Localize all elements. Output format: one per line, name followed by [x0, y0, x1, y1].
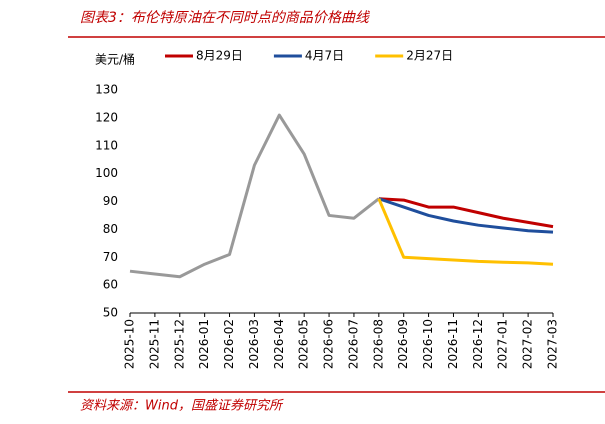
legend-label: 2月27日	[406, 49, 453, 63]
x-tick-label: 2026-10	[421, 319, 435, 369]
y-tick-label: 90	[103, 194, 118, 208]
x-tick-label: 2026-07	[346, 319, 360, 369]
x-tick-label: 2026-12	[471, 319, 485, 369]
x-tick-label: 2027-01	[496, 319, 510, 369]
x-tick-label: 2026-02	[222, 319, 236, 369]
x-tick-label: 2026-08	[371, 319, 385, 369]
series-line	[377, 198, 554, 266]
y-tick-label: 110	[95, 138, 118, 152]
x-tick-label: 2026-01	[197, 319, 211, 369]
series-line	[378, 197, 554, 234]
x-tick-label: 2026-09	[396, 319, 410, 369]
y-axis-unit: 美元/桶	[95, 52, 135, 67]
x-tick-label: 2026-03	[247, 319, 261, 369]
y-tick-label: 100	[95, 166, 118, 180]
x-tick-label: 2025-10	[123, 319, 137, 369]
x-tick-label: 2026-06	[322, 319, 336, 369]
x-tick-label: 2026-11	[446, 319, 460, 369]
x-tick-label: 2026-04	[272, 319, 286, 369]
source-note: 资料来源：Wind，国盛证券研究所	[80, 398, 284, 414]
chart-title: 图表3：布伦特原油在不同时点的商品价格曲线	[80, 10, 371, 26]
x-tick-label: 2025-11	[147, 319, 161, 369]
x-tick-label: 2027-02	[521, 319, 535, 369]
y-tick-label: 50	[103, 306, 118, 320]
y-tick-label: 60	[103, 278, 118, 292]
legend-label: 8月29日	[196, 49, 243, 63]
y-tick-label: 70	[103, 250, 118, 264]
y-tick-label: 120	[95, 110, 118, 124]
series-line	[129, 113, 380, 279]
legend-label: 4月7日	[305, 49, 344, 63]
y-tick-label: 130	[95, 83, 118, 97]
x-tick-label: 2026-05	[297, 319, 311, 369]
x-tick-label: 2025-12	[172, 319, 186, 369]
series-line	[378, 197, 554, 229]
y-tick-label: 80	[103, 222, 118, 236]
x-tick-label: 2027-03	[546, 319, 560, 369]
